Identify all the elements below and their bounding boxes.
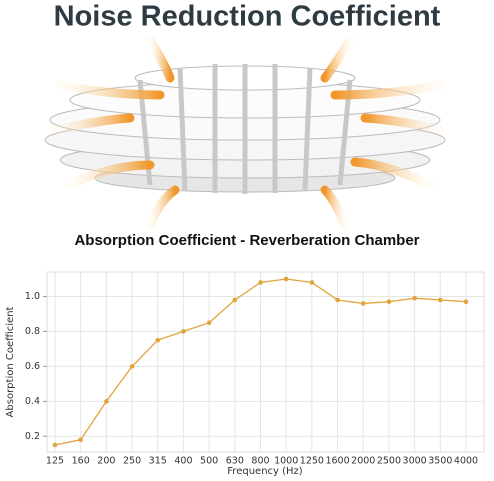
y-tick-label: 0.2 — [25, 431, 40, 442]
x-tick-label: 200 — [97, 456, 115, 467]
data-point — [155, 337, 161, 343]
data-point — [283, 276, 289, 282]
data-point — [52, 442, 58, 448]
data-point — [78, 437, 83, 443]
y-tick-label: 1.0 — [25, 291, 40, 302]
data-point — [386, 299, 392, 305]
x-tick-label: 2500 — [377, 456, 401, 467]
x-tick-label: 4000 — [454, 456, 478, 467]
data-point — [181, 329, 186, 334]
y-tick-label: 0.6 — [25, 361, 40, 372]
x-tick-label: 315 — [149, 456, 167, 467]
data-point — [360, 301, 366, 306]
x-tick-label: 400 — [174, 456, 192, 467]
data-point — [258, 280, 263, 285]
chart-title: Noise Reduction Coefficient — [54, 1, 441, 33]
x-tick-label: 630 — [226, 456, 244, 467]
data-point — [104, 399, 109, 404]
x-tick-label: 500 — [200, 456, 218, 467]
x-tick-label: 3500 — [428, 456, 452, 467]
x-tick-label: 1600 — [325, 456, 349, 467]
y-tick-label: 0.4 — [25, 396, 40, 407]
data-point — [463, 299, 469, 305]
data-point — [232, 297, 238, 303]
x-tick-label: 250 — [123, 456, 141, 467]
x-tick-label: 1000 — [274, 456, 298, 467]
diffuser-illustration — [44, 35, 446, 230]
x-tick-label: 160 — [72, 456, 90, 467]
data-point — [206, 320, 212, 325]
x-axis-label: Frequency (Hz) — [227, 466, 303, 477]
x-tick-label: 1250 — [300, 456, 324, 467]
plot-frame — [46, 271, 485, 453]
y-tick-label: 0.8 — [25, 326, 40, 337]
x-tick-label: 2000 — [351, 456, 375, 467]
data-point — [438, 297, 443, 303]
x-tick-label: 3000 — [403, 456, 427, 467]
data-point — [309, 280, 315, 285]
y-axis-label: Absorption Coefficient — [5, 306, 16, 417]
data-point — [335, 297, 340, 303]
x-tick-label: 800 — [251, 456, 269, 467]
data-point — [412, 295, 417, 301]
x-tick-label: 125 — [46, 456, 64, 467]
chart-subtitle: Absorption Coefficient - Reverberation C… — [74, 232, 419, 249]
data-point — [129, 364, 135, 369]
